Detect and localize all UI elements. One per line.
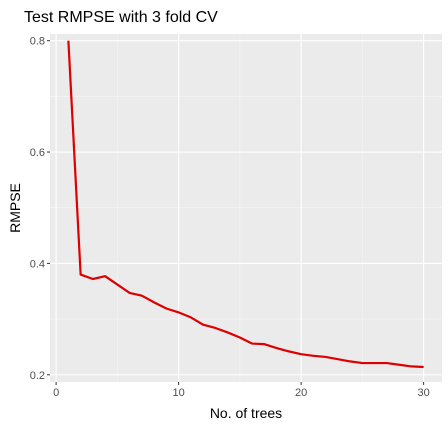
x-axis: 0 10 20 30 <box>53 382 430 399</box>
y-tick-label: 0.8 <box>30 36 45 48</box>
y-axis-title: RMPSE <box>7 183 23 233</box>
y-tick-label: 0.2 <box>30 370 45 382</box>
x-tick-label: 10 <box>173 387 185 399</box>
x-axis-title: No. of trees <box>210 405 282 421</box>
y-axis: 0.2 0.4 0.6 0.8 <box>30 36 50 382</box>
series-layer <box>67 40 424 369</box>
x-tick-label: 20 <box>295 387 307 399</box>
y-tick-label: 0.4 <box>30 258 45 270</box>
series-line <box>67 40 424 369</box>
x-tick-label: 30 <box>418 387 430 399</box>
chart-title: Test RMPSE with 3 fold CV <box>24 9 218 26</box>
y-tick-label: 0.6 <box>30 147 45 159</box>
x-tick-label: 0 <box>53 387 59 399</box>
major-grid <box>50 34 442 382</box>
minor-grid <box>50 34 442 382</box>
